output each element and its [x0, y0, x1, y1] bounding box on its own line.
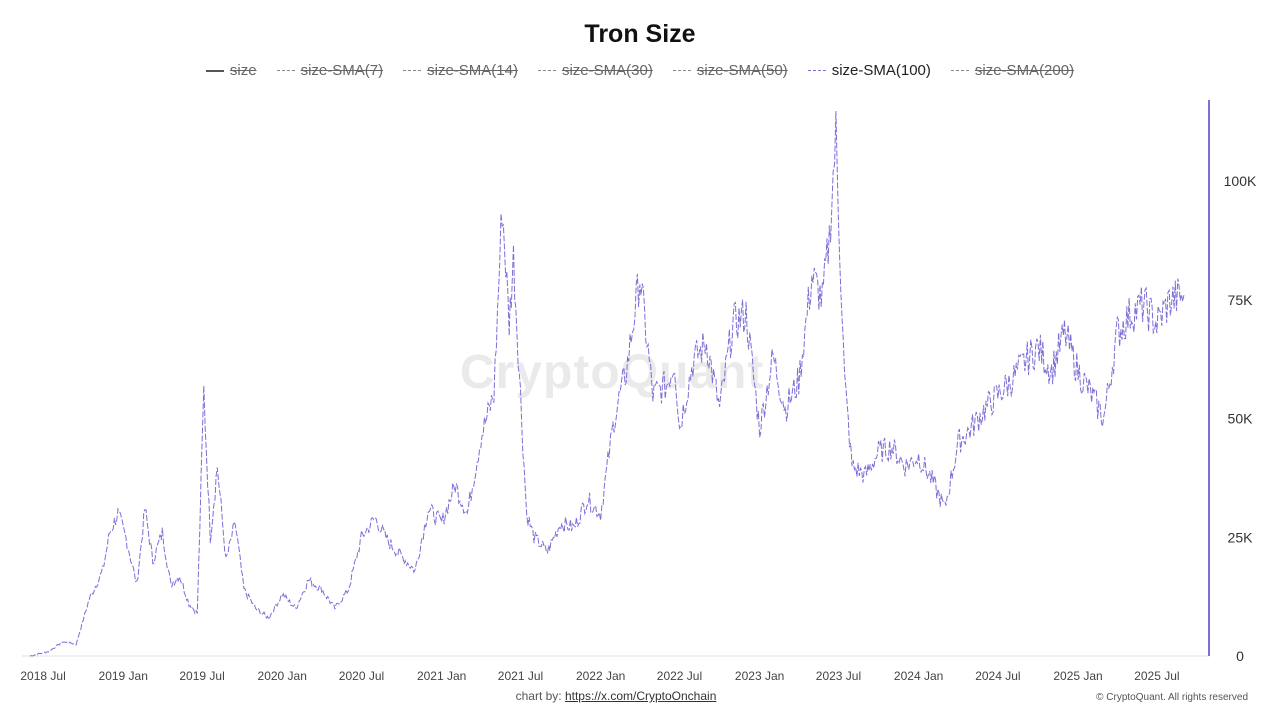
- legend: size size-SMA(7) size-SMA(14) size-SMA(3…: [0, 62, 1280, 79]
- x-tick-label: 2023 Jan: [735, 669, 784, 683]
- legend-swatch: [403, 70, 422, 71]
- credit-link[interactable]: https://x.com/CryptoOnchain: [564, 689, 717, 703]
- legend-label: size-SMA(14): [427, 62, 518, 79]
- x-tick-label: 2022 Jan: [576, 669, 625, 683]
- legend-item-size-sma-50[interactable]: size-SMA(50): [672, 62, 788, 79]
- legend-swatch: [276, 70, 295, 71]
- legend-item-size-sma-100[interactable]: size-SMA(100): [807, 62, 931, 79]
- x-tick-label: 2020 Jan: [258, 669, 307, 683]
- credit-prefix: chart by:: [515, 689, 565, 703]
- legend-label: size-SMA(7): [300, 62, 384, 79]
- legend-swatch: [537, 70, 556, 71]
- copyright: © CryptoQuant. All rights reserved: [1096, 692, 1248, 703]
- series-line-size-sma-100: [29, 110, 1185, 657]
- x-tick-label: 2025 Jan: [1053, 669, 1102, 683]
- x-tick-label: 2025 Jul: [1134, 669, 1179, 683]
- y-tick-label: 100K: [1224, 173, 1257, 189]
- chart-title: Tron Size: [584, 20, 696, 48]
- x-tick-label: 2024 Jul: [975, 669, 1020, 683]
- legend-swatch: [807, 70, 826, 71]
- legend-swatch: [950, 70, 969, 71]
- legend-label: size-SMA(200): [974, 62, 1075, 79]
- legend-label: size-SMA(100): [831, 62, 931, 79]
- legend-label: size-SMA(50): [696, 62, 788, 79]
- legend-swatch: [205, 69, 224, 72]
- watermark: CryptoQuant: [460, 346, 765, 399]
- y-tick-label: 25K: [1228, 529, 1254, 545]
- x-tick-label: 2018 Jul: [20, 669, 65, 683]
- legend-label: size: [229, 62, 257, 79]
- x-tick-label: 2019 Jan: [99, 669, 148, 683]
- legend-swatch: [672, 70, 691, 71]
- y-tick-label: 50K: [1228, 411, 1254, 427]
- y-tick-label: 75K: [1228, 292, 1254, 308]
- x-tick-label: 2019 Jul: [179, 669, 224, 683]
- legend-item-size-sma-30[interactable]: size-SMA(30): [537, 62, 653, 79]
- legend-item-size-sma-7[interactable]: size-SMA(7): [276, 62, 384, 79]
- y-tick-label: 0: [1236, 648, 1244, 664]
- legend-item-size-sma-14[interactable]: size-SMA(14): [403, 62, 518, 79]
- x-tick-label: 2022 Jul: [657, 669, 702, 683]
- footer-credit: chart by: https://x.com/CryptoOnchain: [0, 689, 1232, 703]
- x-tick-label: 2021 Jan: [417, 669, 466, 683]
- legend-label: size-SMA(30): [561, 62, 653, 79]
- legend-item-size[interactable]: size: [205, 62, 257, 79]
- x-tick-label: 2020 Jul: [339, 669, 384, 683]
- x-tick-label: 2024 Jan: [894, 669, 943, 683]
- x-tick-label: 2021 Jul: [498, 669, 543, 683]
- x-tick-label: 2023 Jul: [816, 669, 861, 683]
- legend-item-size-sma-200[interactable]: size-SMA(200): [950, 62, 1075, 79]
